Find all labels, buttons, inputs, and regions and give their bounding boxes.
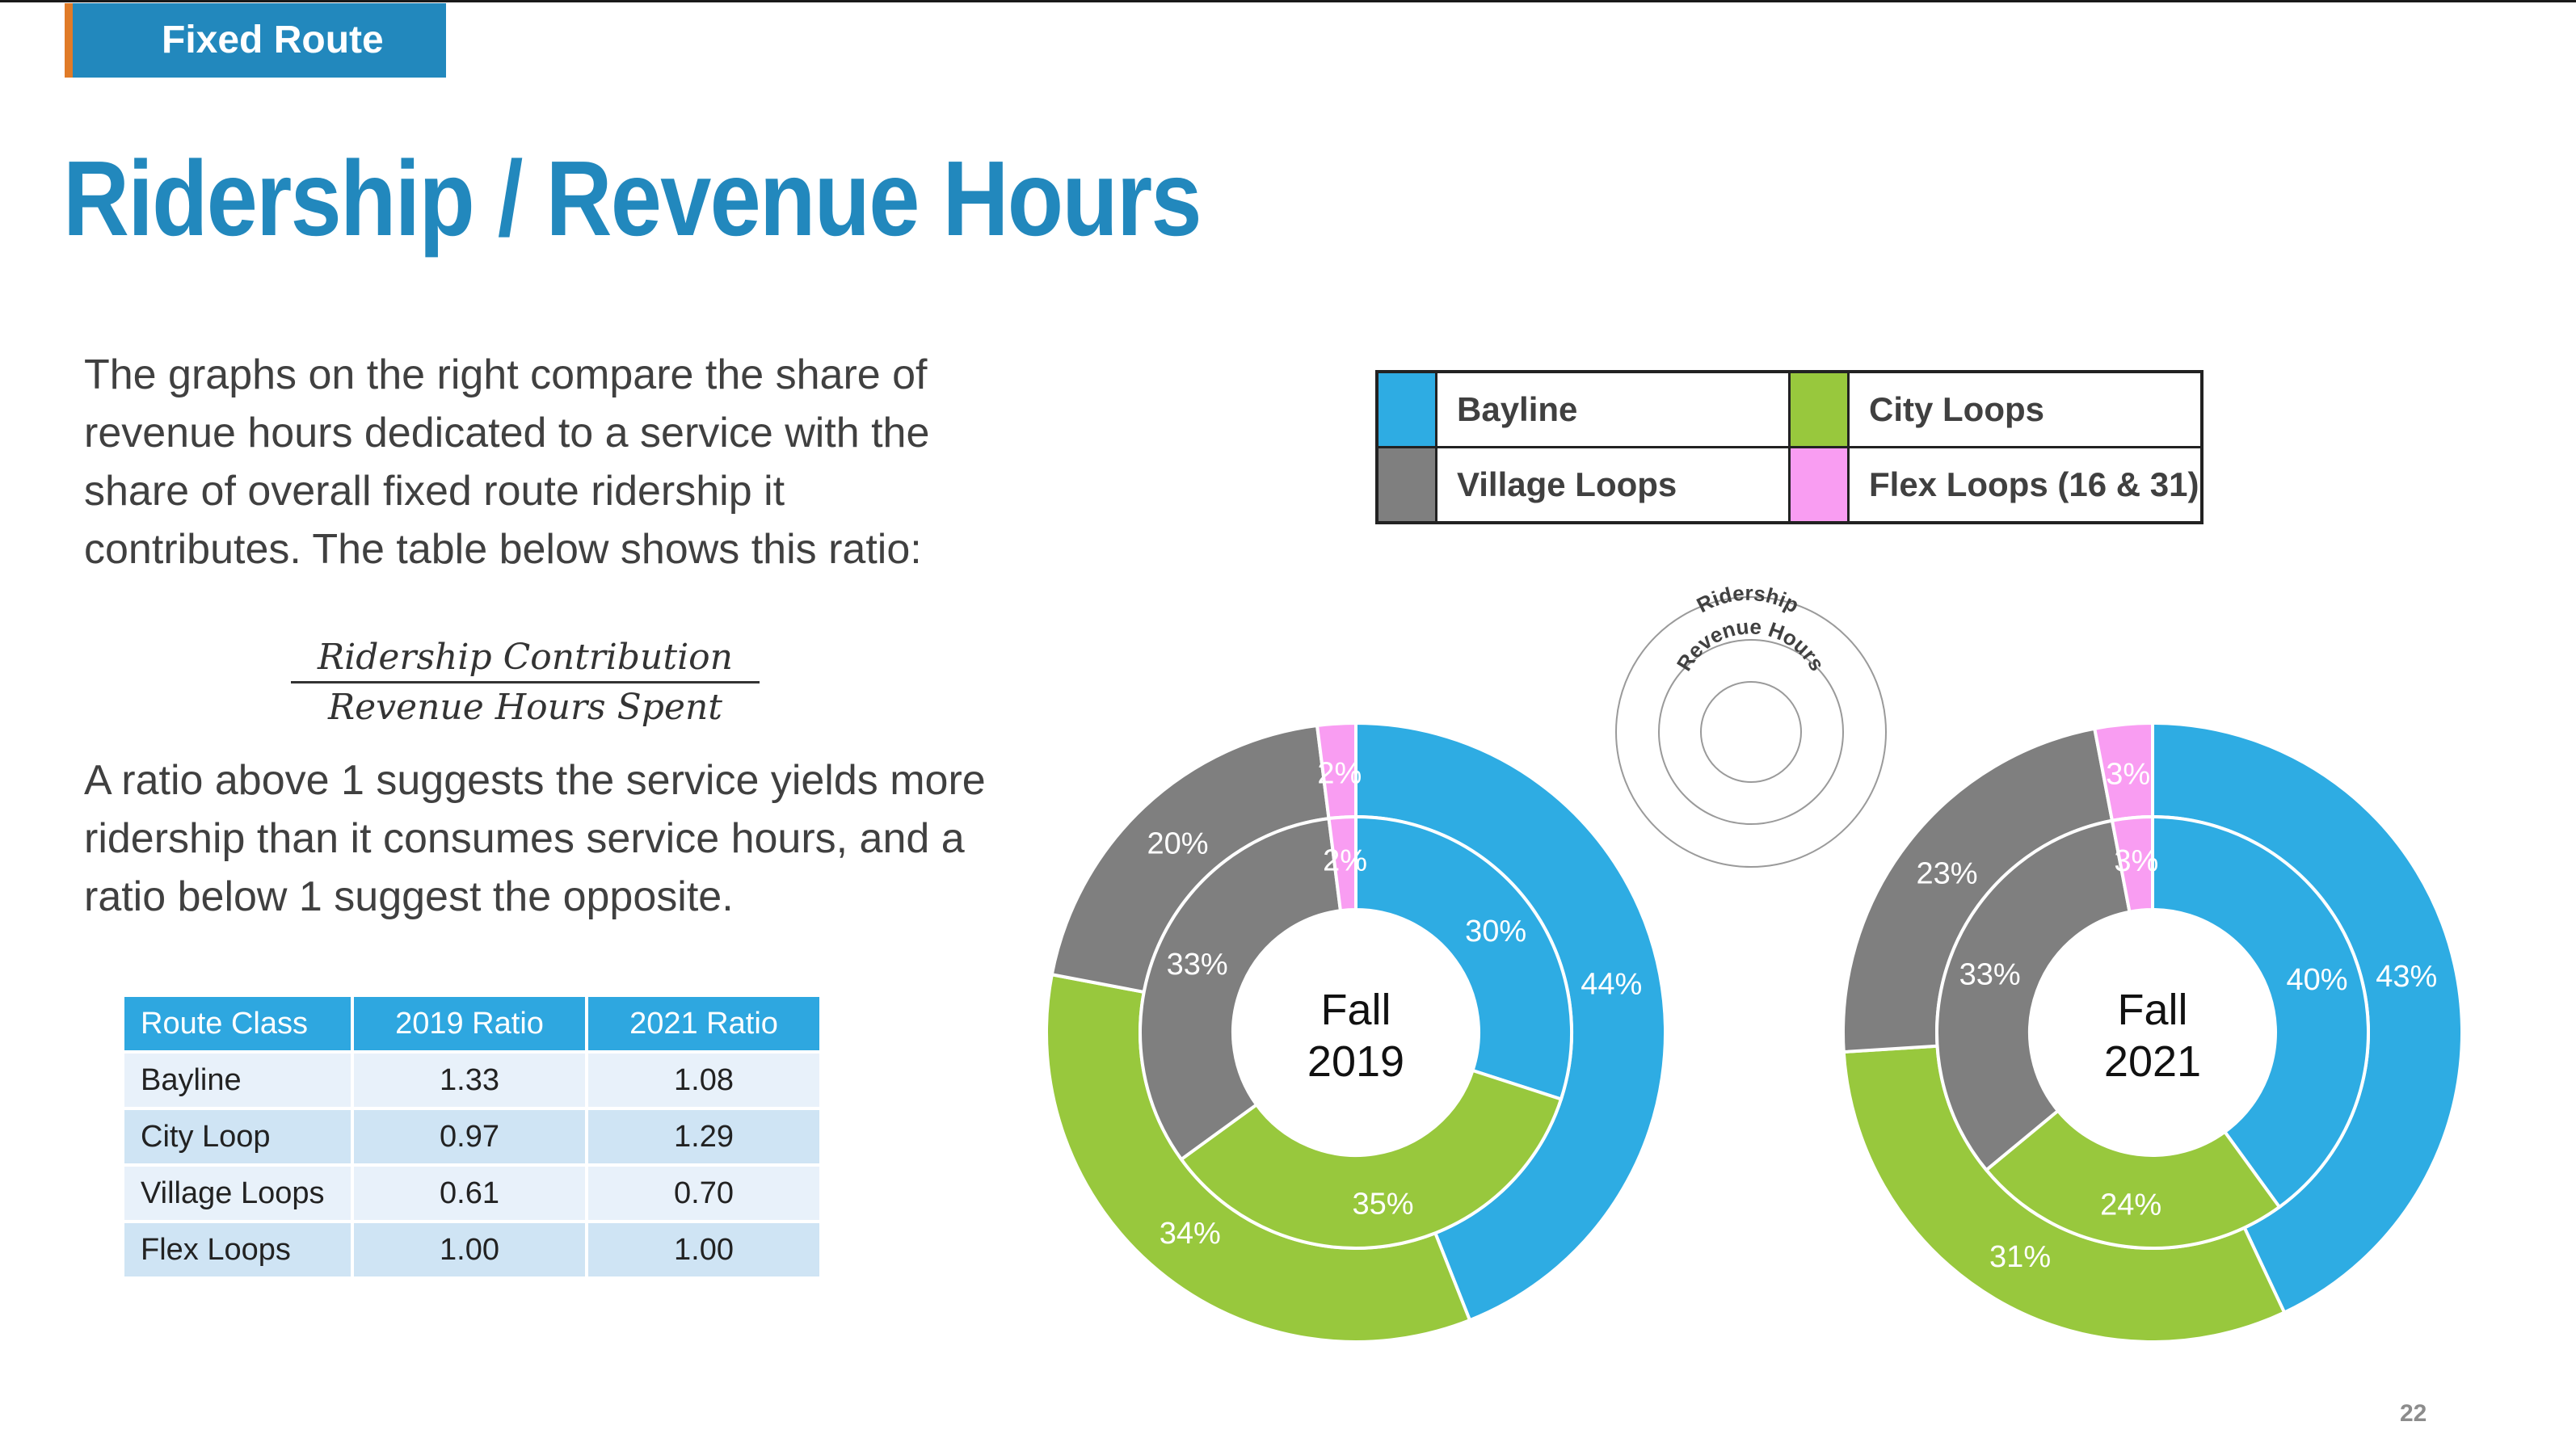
legend-swatch-flex-loops	[1788, 446, 1850, 524]
ring-key-inner-label: Revenue Hours	[1672, 614, 1829, 675]
revenue-hours-slice-bayline	[1354, 814, 1573, 1102]
table-cell-2021: 1.29	[585, 1107, 823, 1167]
revenue-hours-label-bayline: 40%	[2286, 963, 2347, 997]
table-cell-route: Village Loops	[121, 1163, 354, 1223]
top-rule	[0, 0, 2576, 2]
legend-label-bayline: Bayline	[1435, 370, 1791, 448]
table-row: Village Loops 0.61 0.70	[121, 1163, 823, 1223]
explain-paragraph: A ratio above 1 suggests the service yie…	[84, 757, 986, 920]
revenue-hours-slice-city-loops	[1984, 1108, 2282, 1250]
table-cell-route: City Loop	[121, 1107, 354, 1167]
revenue-hours-label-bayline: 30%	[1465, 915, 1526, 948]
table-cell-route: Flex Loops	[121, 1220, 354, 1280]
ridership-label-flex-loops: 2%	[1317, 757, 1362, 791]
revenue-hours-slice-city-loops	[1179, 1068, 1564, 1250]
ridership-label-village-loops: 20%	[1147, 826, 1209, 860]
table-row: Flex Loops 1.00 1.00	[121, 1220, 823, 1280]
ridership-label-city-loops: 31%	[1989, 1240, 2051, 1274]
legend-swatch-bayline	[1375, 370, 1437, 448]
table-cell-2019: 1.00	[351, 1220, 588, 1280]
revenue-hours-slice-bayline	[2151, 814, 2370, 1209]
table-cell-2021: 1.08	[585, 1050, 823, 1110]
formula-numerator: Ridership Contribution	[291, 637, 760, 683]
revenue-hours-slice-flex-loops	[1327, 814, 1357, 913]
table-header-row: Route Class 2019 Ratio 2021 Ratio	[121, 994, 823, 1054]
table-cell-2021: 0.70	[585, 1163, 823, 1223]
table-header-2021: 2021 Ratio	[585, 994, 823, 1054]
ring-key-outer-label: Ridership	[1693, 581, 1803, 618]
ridership-label-flex-loops: 3%	[2106, 757, 2150, 791]
legend-swatch-city-loops	[1788, 370, 1850, 448]
ring-key-outer-circle	[1615, 596, 1887, 868]
table-cell-2019: 1.33	[351, 1050, 588, 1110]
revenue-hours-slice-village-loops	[1935, 818, 2132, 1173]
section-tab: Fixed Route	[65, 3, 446, 78]
formula-denominator: Revenue Hours Spent	[328, 687, 722, 728]
ridership-label-village-loops: 23%	[1917, 857, 1978, 891]
ridership-label-bayline: 43%	[2376, 960, 2437, 994]
table-cell-2021: 1.00	[585, 1220, 823, 1280]
legend-label-flex-loops: Flex Loops (16 & 31)	[1847, 446, 2203, 524]
revenue-hours-slice-flex-loops	[2110, 814, 2154, 915]
table-row: City Loop 0.97 1.29	[121, 1107, 823, 1167]
revenue-hours-label-village-loops: 33%	[1167, 948, 1228, 982]
ridership-label-city-loops: 34%	[1160, 1217, 1221, 1251]
revenue-hours-label-village-loops: 33%	[1959, 958, 2021, 992]
center-label-year: 2021	[2104, 1037, 2201, 1086]
ring-key-inner-circle	[1700, 681, 1802, 783]
revenue-hours-label-flex-loops: 2%	[1323, 843, 1367, 877]
legend-swatch-village-loops	[1375, 446, 1437, 524]
table-row: Bayline 1.33 1.08	[121, 1050, 823, 1110]
ridership-label-bayline: 44%	[1581, 968, 1642, 1002]
chart-legend: Bayline City Loops Village Loops Flex Lo…	[1375, 370, 2203, 524]
legend-label-village-loops: Village Loops	[1435, 446, 1791, 524]
revenue-hours-slice-village-loops	[1139, 816, 1343, 1162]
ratio-formula: Ridership Contribution Revenue Hours Spe…	[291, 637, 760, 728]
table-header-route-class: Route Class	[121, 994, 354, 1054]
table-header-2019: 2019 Ratio	[351, 994, 588, 1054]
table-cell-2019: 0.61	[351, 1163, 588, 1223]
ring-key-middle-circle	[1658, 639, 1844, 825]
center-label-season: Fall	[2117, 986, 2187, 1034]
ratio-table: Route Class 2019 Ratio 2021 Ratio Baylin…	[121, 994, 823, 1280]
center-label-year: 2019	[1307, 1037, 1404, 1086]
page-title: Ridership / Revenue Hours	[63, 139, 1202, 258]
revenue-hours-label-city-loops: 24%	[2100, 1188, 2161, 1222]
center-label-season: Fall	[1320, 986, 1391, 1034]
revenue-hours-label-flex-loops: 3%	[2114, 844, 2158, 878]
legend-label-city-loops: City Loops	[1847, 370, 2203, 448]
page-number: 22	[2400, 1400, 2427, 1427]
table-cell-2019: 0.97	[351, 1107, 588, 1167]
ring-key-diagram: Ridership Revenue Hours	[1615, 581, 1887, 868]
table-cell-route: Bayline	[121, 1050, 354, 1110]
revenue-hours-label-city-loops: 35%	[1352, 1187, 1413, 1221]
intro-paragraph: The graphs on the right compare the shar…	[84, 351, 930, 573]
